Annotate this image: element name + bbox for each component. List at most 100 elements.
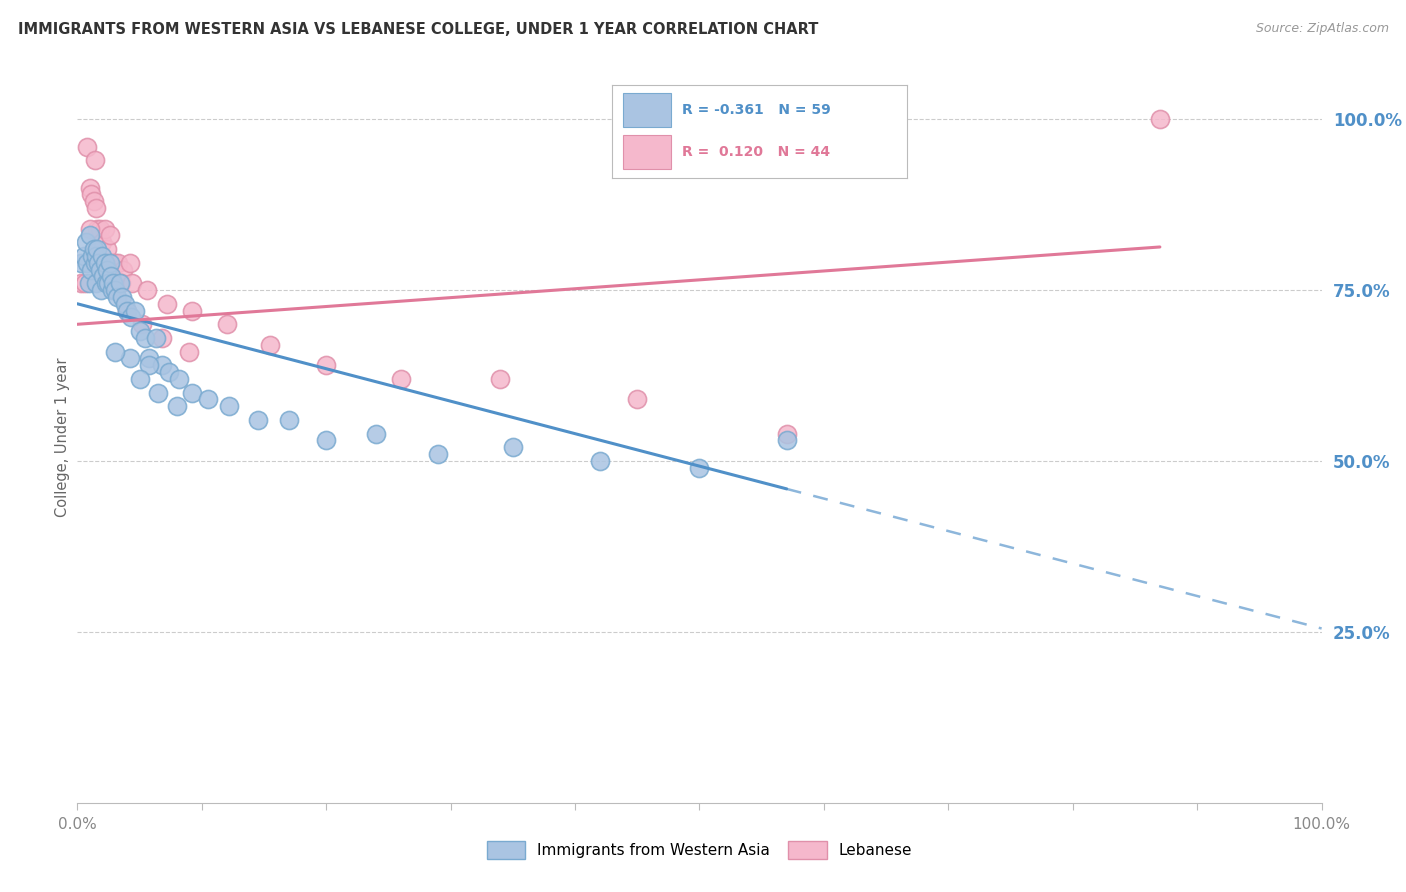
Point: [70, 256, 93, 270]
Point: [83, 242, 105, 256]
Point: [90, 283, 112, 297]
Point: [156, 297, 179, 311]
Point: [79, 228, 101, 243]
Point: [1149, 112, 1171, 127]
Point: [107, 256, 129, 270]
Point: [70, 277, 93, 291]
Point: [73, 277, 96, 291]
Point: [169, 372, 191, 386]
Point: [115, 303, 138, 318]
Text: R =  0.120   N = 44: R = 0.120 N = 44: [682, 145, 831, 159]
Point: [93, 256, 115, 270]
Point: [103, 277, 125, 291]
Point: [79, 180, 101, 194]
Point: [277, 413, 299, 427]
Point: [77, 277, 100, 291]
Point: [138, 359, 160, 373]
Point: [124, 303, 146, 318]
Point: [80, 187, 103, 202]
Point: [180, 303, 202, 318]
Point: [100, 269, 122, 284]
Bar: [623, 136, 671, 169]
Point: [134, 331, 156, 345]
Point: [97, 277, 120, 291]
Point: [84, 249, 107, 263]
Point: [72, 249, 94, 263]
Point: [145, 331, 167, 345]
Point: [91, 235, 114, 250]
Point: [104, 283, 127, 297]
Point: [150, 359, 173, 373]
Point: [80, 262, 103, 277]
Point: [104, 344, 127, 359]
Point: [86, 221, 108, 235]
Point: [128, 324, 150, 338]
Point: [93, 256, 115, 270]
Point: [75, 235, 97, 250]
Point: [197, 392, 219, 407]
Point: [389, 372, 412, 386]
Point: [128, 372, 150, 386]
Point: [86, 242, 108, 256]
Point: [111, 290, 134, 304]
Point: [82, 249, 104, 263]
Point: [114, 297, 136, 311]
Point: [89, 262, 111, 277]
Point: [138, 351, 160, 366]
Point: [626, 392, 648, 407]
Point: [315, 359, 337, 373]
Point: [101, 277, 124, 291]
Point: [76, 139, 98, 153]
Point: [96, 262, 118, 277]
Point: [89, 221, 111, 235]
Point: [93, 269, 115, 284]
Point: [179, 344, 201, 359]
Point: [215, 318, 238, 332]
Point: [150, 331, 173, 345]
Point: [76, 256, 98, 270]
Point: [79, 221, 101, 235]
Point: [96, 242, 118, 256]
Point: [689, 460, 711, 475]
Point: [87, 256, 110, 270]
Point: [502, 440, 524, 454]
Text: Source: ZipAtlas.com: Source: ZipAtlas.com: [1256, 22, 1389, 36]
Point: [105, 290, 128, 304]
Bar: [623, 93, 671, 127]
Point: [121, 277, 143, 291]
Point: [84, 201, 107, 215]
Point: [148, 385, 170, 400]
Point: [98, 256, 121, 270]
Point: [775, 434, 797, 448]
Point: [115, 303, 138, 318]
Point: [246, 413, 269, 427]
Point: [84, 277, 107, 291]
Point: [775, 426, 797, 441]
Point: [131, 318, 153, 332]
Point: [91, 249, 114, 263]
Point: [94, 277, 117, 291]
Point: [101, 283, 124, 297]
Point: [87, 256, 110, 270]
Text: R = -0.361   N = 59: R = -0.361 N = 59: [682, 103, 831, 117]
Point: [101, 256, 124, 270]
Point: [589, 454, 612, 468]
Point: [83, 242, 105, 256]
Point: [97, 262, 120, 277]
Point: [489, 372, 512, 386]
Point: [180, 385, 202, 400]
Point: [118, 256, 141, 270]
Point: [83, 256, 105, 270]
Point: [315, 434, 337, 448]
Point: [83, 194, 105, 209]
Legend: Immigrants from Western Asia, Lebanese: Immigrants from Western Asia, Lebanese: [481, 835, 918, 864]
Point: [110, 277, 132, 291]
Point: [166, 400, 188, 414]
Point: [104, 256, 127, 270]
Y-axis label: College, Under 1 year: College, Under 1 year: [55, 358, 70, 516]
Text: IMMIGRANTS FROM WESTERN ASIA VS LEBANESE COLLEGE, UNDER 1 YEAR CORRELATION CHART: IMMIGRANTS FROM WESTERN ASIA VS LEBANESE…: [18, 22, 818, 37]
Point: [364, 426, 387, 441]
Point: [98, 228, 121, 243]
Point: [93, 221, 115, 235]
Point: [104, 283, 127, 297]
